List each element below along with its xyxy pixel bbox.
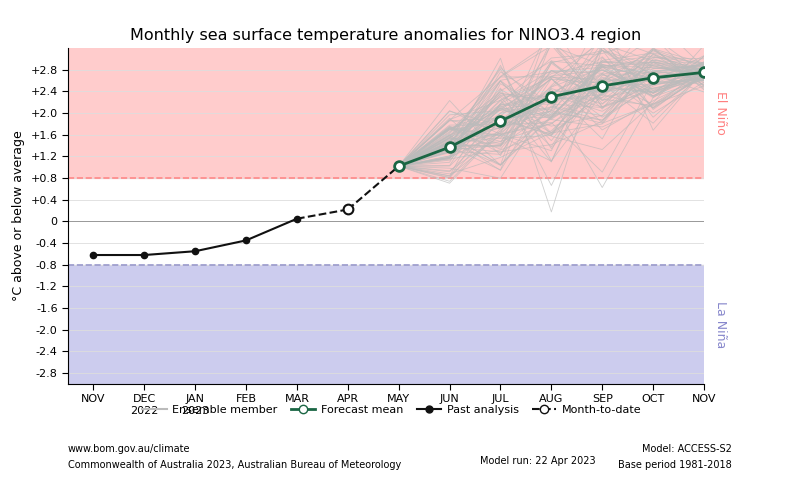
- Y-axis label: °C above or below average: °C above or below average: [12, 131, 25, 301]
- Bar: [68, 48, 704, 178]
- Text: El Niño: El Niño: [714, 91, 726, 135]
- Title: Monthly sea surface temperature anomalies for NINO3.4 region: Monthly sea surface temperature anomalie…: [130, 28, 642, 43]
- Text: Model: ACCESS-S2: Model: ACCESS-S2: [642, 444, 732, 454]
- Text: www.bom.gov.au/climate: www.bom.gov.au/climate: [68, 444, 190, 454]
- Text: Model run: 22 Apr 2023: Model run: 22 Apr 2023: [480, 456, 596, 466]
- Bar: [68, 265, 704, 384]
- Text: Commonwealth of Australia 2023, Australian Bureau of Meteorology: Commonwealth of Australia 2023, Australi…: [68, 460, 402, 470]
- Text: Base period 1981-2018: Base period 1981-2018: [618, 460, 732, 470]
- Text: La Niña: La Niña: [714, 301, 726, 348]
- Legend: Ensemble member, Forecast mean, Past analysis, Month-to-date: Ensemble member, Forecast mean, Past ana…: [138, 400, 646, 419]
